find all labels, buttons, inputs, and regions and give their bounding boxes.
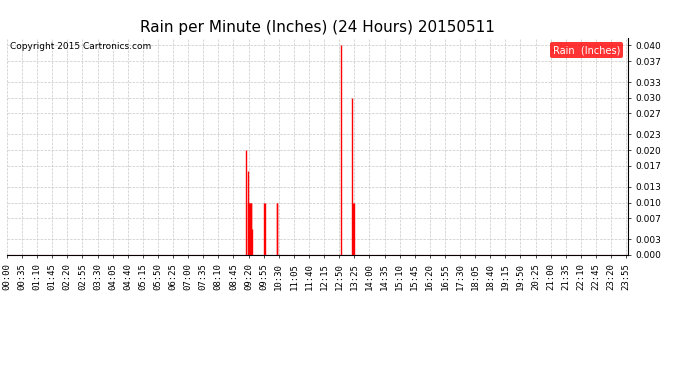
- Title: Rain per Minute (Inches) (24 Hours) 20150511: Rain per Minute (Inches) (24 Hours) 2015…: [140, 20, 495, 35]
- Legend: Rain  (Inches): Rain (Inches): [550, 42, 623, 58]
- Text: Copyright 2015 Cartronics.com: Copyright 2015 Cartronics.com: [10, 42, 151, 51]
